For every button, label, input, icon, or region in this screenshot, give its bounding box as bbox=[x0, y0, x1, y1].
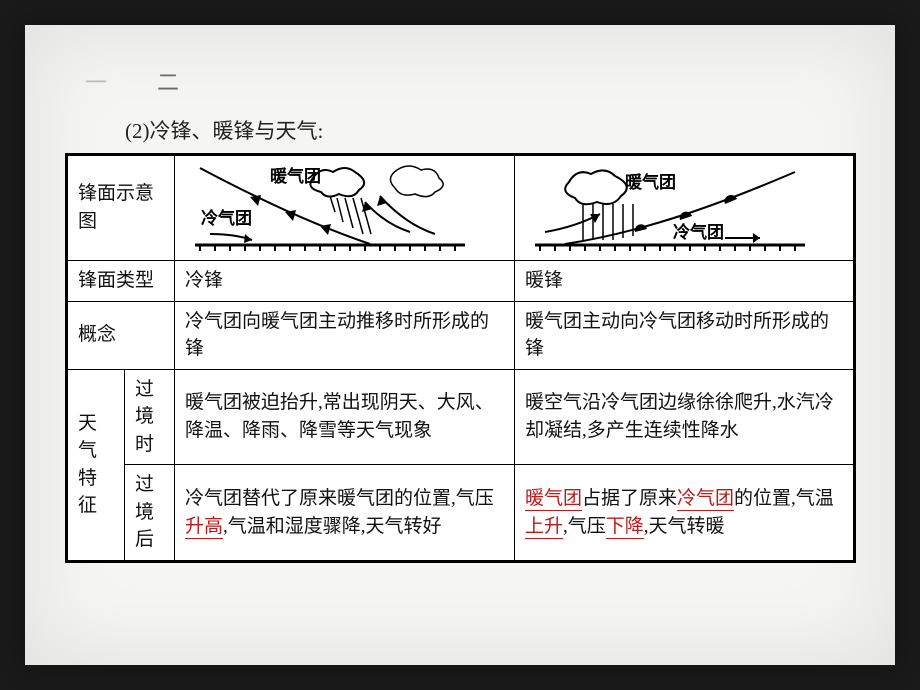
cold-front-diagram-cell: 暖气团 冷气团 bbox=[175, 155, 515, 261]
warm-front-diagram: 暖气团 冷气团 bbox=[525, 162, 815, 254]
row-label-weather: 天气特征 bbox=[67, 369, 125, 561]
cold-after: 冷气团替代了原来暖气团的位置,气压升高,气温和湿度骤降,天气转好 bbox=[175, 465, 515, 562]
cold-front-diagram: 暖气团 冷气团 bbox=[185, 162, 475, 254]
warm-diagram-warm-label: 暖气团 bbox=[625, 172, 676, 192]
row-label-type: 锋面类型 bbox=[67, 261, 175, 302]
section-subtitle: (2)冷锋、暖锋与天气: bbox=[125, 115, 855, 145]
row-label-diagram: 锋面示意图 bbox=[67, 155, 175, 261]
slide-page: 一 二 (2)冷锋、暖锋与天气: 锋面示意图 bbox=[25, 25, 895, 665]
highlight-text: 暖气团 bbox=[525, 488, 582, 511]
row-label-concept: 概念 bbox=[67, 301, 175, 369]
highlight-text: 上升 bbox=[525, 516, 563, 539]
cold-concept: 冷气团向暖气团主动推移时所形成的锋 bbox=[175, 301, 515, 369]
sub-label-after: 过境后 bbox=[125, 465, 175, 562]
warm-front-diagram-cell: 暖气团 冷气团 bbox=[515, 155, 855, 261]
sub-label-during: 过境时 bbox=[125, 369, 175, 465]
cold-type: 冷锋 bbox=[175, 261, 515, 302]
front-comparison-table: 锋面示意图 bbox=[65, 153, 856, 563]
tab-two[interactable]: 二 bbox=[157, 65, 189, 97]
cold-diagram-cold-label: 冷气团 bbox=[201, 208, 252, 228]
warm-concept: 暖气团主动向冷气团移动时所形成的锋 bbox=[515, 301, 855, 369]
tab-one[interactable]: 一 bbox=[85, 65, 117, 97]
highlight-text: 升高 bbox=[185, 516, 223, 539]
warm-after: 暖气团占据了原来冷气团的位置,气温上升,气压下降,天气转暖 bbox=[515, 465, 855, 562]
highlight-text: 冷气团 bbox=[677, 488, 734, 511]
outline-tabs: 一 二 bbox=[85, 65, 855, 97]
warm-diagram-cold-label: 冷气团 bbox=[673, 222, 724, 242]
warm-during: 暖空气沿冷气团边缘徐徐爬升,水汽冷却凝结,多产生连续性降水 bbox=[515, 369, 855, 465]
cold-during: 暖气团被迫抬升,常出现阴天、大风、降温、降雨、降雪等天气现象 bbox=[175, 369, 515, 465]
highlight-text: 下降 bbox=[606, 516, 644, 539]
warm-type: 暖锋 bbox=[515, 261, 855, 302]
cold-diagram-warm-label: 暖气团 bbox=[270, 166, 321, 186]
